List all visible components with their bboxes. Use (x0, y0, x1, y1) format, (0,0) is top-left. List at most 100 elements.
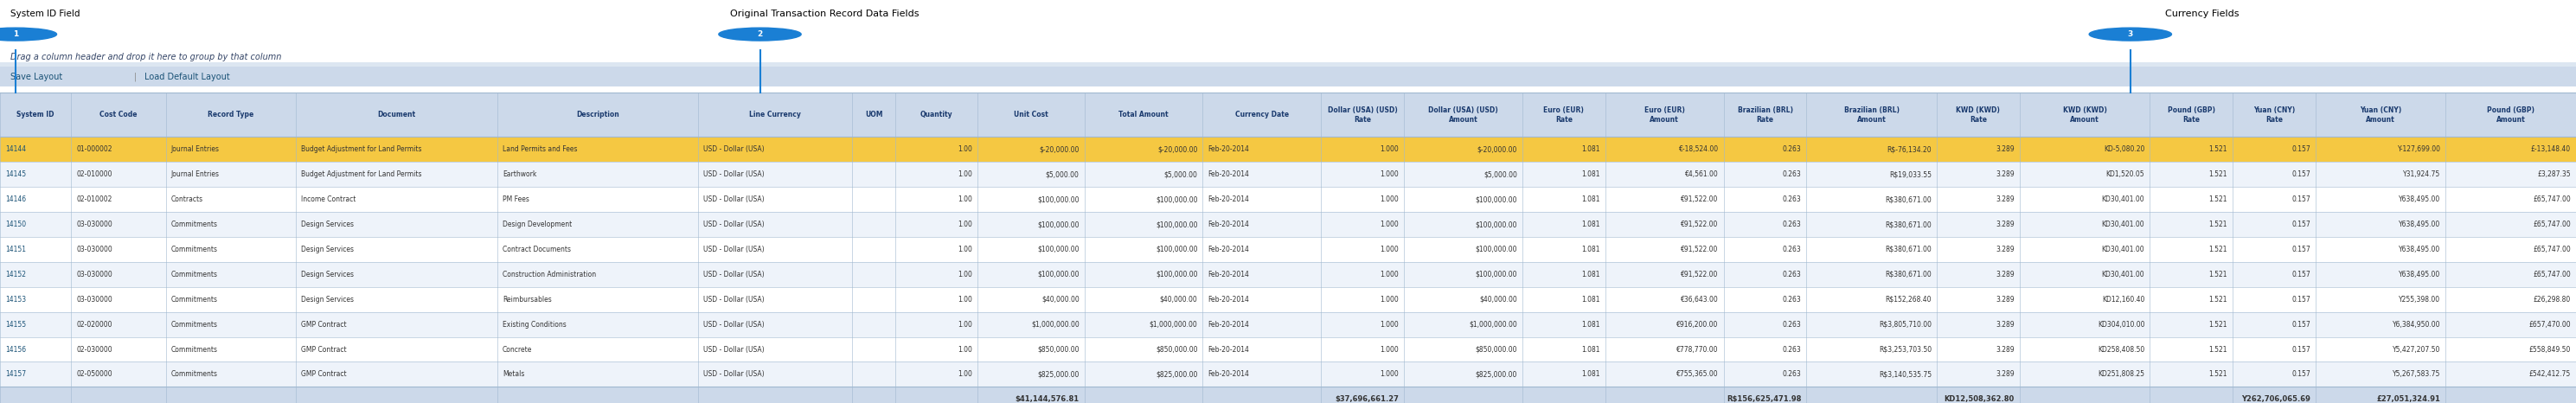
Text: Income Contract: Income Contract (301, 195, 355, 204)
Circle shape (0, 28, 57, 41)
Text: PM Fees: PM Fees (502, 195, 528, 204)
Text: $100,000.00: $100,000.00 (1157, 195, 1198, 204)
Text: $825,000.00: $825,000.00 (1038, 370, 1079, 378)
Text: Commitments: Commitments (170, 245, 216, 253)
Text: $100,000.00: $100,000.00 (1476, 270, 1517, 278)
Text: Save Layout: Save Layout (10, 72, 62, 81)
Text: 02-010000: 02-010000 (77, 170, 113, 179)
Text: 03-030000: 03-030000 (77, 245, 113, 253)
Text: KD30,401.00: KD30,401.00 (2102, 220, 2146, 229)
Text: $1,000,000.00: $1,000,000.00 (1030, 320, 1079, 328)
Text: 0.157: 0.157 (2293, 245, 2311, 253)
Text: 1.000: 1.000 (1381, 245, 1399, 253)
Text: Feb-20-2014: Feb-20-2014 (1208, 170, 1249, 179)
Text: Y5,267,583.75: Y5,267,583.75 (2393, 370, 2439, 378)
Text: Y6,384,950.00: Y6,384,950.00 (2393, 320, 2439, 328)
Text: Euro (EUR)
Rate: Euro (EUR) Rate (1543, 106, 1584, 124)
Text: Currency Fields: Currency Fields (2166, 10, 2239, 19)
Text: 3.289: 3.289 (1996, 195, 2014, 204)
Text: 1.081: 1.081 (1582, 245, 1600, 253)
Text: 1.521: 1.521 (2210, 245, 2228, 253)
Text: €91,522.00: €91,522.00 (1682, 245, 1718, 253)
Text: Description: Description (577, 111, 618, 119)
Text: $41,144,576.81: $41,144,576.81 (1015, 395, 1079, 403)
Text: $1,000,000.00: $1,000,000.00 (1468, 320, 1517, 328)
Text: Feb-20-2014: Feb-20-2014 (1208, 145, 1249, 154)
Text: Land Permits and Fees: Land Permits and Fees (502, 145, 577, 154)
Text: 14157: 14157 (5, 370, 26, 378)
Text: 1.000: 1.000 (1381, 170, 1399, 179)
Text: 1.521: 1.521 (2210, 220, 2228, 229)
Text: 14145: 14145 (5, 170, 26, 179)
Text: 1.00: 1.00 (958, 320, 974, 328)
Text: 1.081: 1.081 (1582, 170, 1600, 179)
Text: USD - Dollar (USA): USD - Dollar (USA) (703, 345, 765, 353)
Text: Dollar (USA) (USD)
Rate: Dollar (USA) (USD) Rate (1327, 106, 1399, 124)
Text: £65,747.00: £65,747.00 (2532, 195, 2571, 204)
Text: $100,000.00: $100,000.00 (1476, 220, 1517, 229)
Text: R$19,033.55: R$19,033.55 (1888, 170, 1932, 179)
Text: 3.289: 3.289 (1996, 245, 2014, 253)
Text: 1.081: 1.081 (1582, 145, 1600, 154)
Text: Yuan (CNY)
Rate: Yuan (CNY) Rate (2254, 106, 2295, 124)
Text: €91,522.00: €91,522.00 (1682, 220, 1718, 229)
Text: Brazilian (BRL)
Rate: Brazilian (BRL) Rate (1736, 106, 1793, 124)
Text: Feb-20-2014: Feb-20-2014 (1208, 370, 1249, 378)
Text: USD - Dollar (USA): USD - Dollar (USA) (703, 295, 765, 303)
Text: £558,849.50: £558,849.50 (2530, 345, 2571, 353)
Text: 0.263: 0.263 (1783, 145, 1801, 154)
Text: 1.521: 1.521 (2210, 170, 2228, 179)
Text: GMP Contract: GMP Contract (301, 345, 348, 353)
Text: 1.081: 1.081 (1582, 270, 1600, 278)
Bar (0, 262, 2576, 287)
Bar (0, 312, 2576, 337)
Text: 14152: 14152 (5, 270, 26, 278)
Text: 0.263: 0.263 (1783, 270, 1801, 278)
Text: USD - Dollar (USA): USD - Dollar (USA) (703, 370, 765, 378)
Text: 14150: 14150 (5, 220, 26, 229)
Bar (0, 62, 2576, 87)
Text: 0.157: 0.157 (2293, 320, 2311, 328)
Bar (0, 237, 2576, 262)
Text: R$-76,134.20: R$-76,134.20 (1888, 145, 1932, 154)
Text: 1.521: 1.521 (2210, 295, 2228, 303)
Text: Commitments: Commitments (170, 345, 216, 353)
Text: Design Development: Design Development (502, 220, 572, 229)
Text: KD12,508,362.80: KD12,508,362.80 (1945, 395, 2014, 403)
Text: 0.157: 0.157 (2293, 345, 2311, 353)
Text: $-20,000.00: $-20,000.00 (1157, 145, 1198, 154)
Text: Existing Conditions: Existing Conditions (502, 320, 567, 328)
Bar (0, 362, 2576, 387)
Text: 1.00: 1.00 (958, 295, 974, 303)
Text: KD251,808.25: KD251,808.25 (2097, 370, 2146, 378)
Text: 3.289: 3.289 (1996, 370, 2014, 378)
Text: Y255,398.00: Y255,398.00 (2398, 295, 2439, 303)
Text: 1.00: 1.00 (958, 345, 974, 353)
Text: Design Services: Design Services (301, 220, 353, 229)
Text: 1.00: 1.00 (958, 195, 974, 204)
Text: 0.157: 0.157 (2293, 370, 2311, 378)
Text: Construction Administration: Construction Administration (502, 270, 595, 278)
Text: 1.000: 1.000 (1381, 220, 1399, 229)
Text: $825,000.00: $825,000.00 (1157, 370, 1198, 378)
Text: 1.081: 1.081 (1582, 195, 1600, 204)
Text: 1.000: 1.000 (1381, 270, 1399, 278)
Text: $100,000.00: $100,000.00 (1157, 220, 1198, 229)
Text: Unit Cost: Unit Cost (1015, 111, 1048, 119)
Bar (0, 137, 2576, 162)
Text: $5,000.00: $5,000.00 (1164, 170, 1198, 179)
Text: 1.000: 1.000 (1381, 320, 1399, 328)
Text: KD30,401.00: KD30,401.00 (2102, 195, 2146, 204)
Text: 3.289: 3.289 (1996, 295, 2014, 303)
Text: 14146: 14146 (5, 195, 26, 204)
Text: 1.081: 1.081 (1582, 345, 1600, 353)
Text: Load Default Layout: Load Default Layout (144, 72, 229, 81)
Text: Feb-20-2014: Feb-20-2014 (1208, 320, 1249, 328)
Text: Currency Date: Currency Date (1234, 111, 1288, 119)
Text: 0.263: 0.263 (1783, 245, 1801, 253)
Text: Cost Code: Cost Code (100, 111, 137, 119)
Text: £657,470.00: £657,470.00 (2530, 320, 2571, 328)
Text: 03-030000: 03-030000 (77, 220, 113, 229)
Text: 0.263: 0.263 (1783, 195, 1801, 204)
Text: KD1,520.05: KD1,520.05 (2107, 170, 2146, 179)
